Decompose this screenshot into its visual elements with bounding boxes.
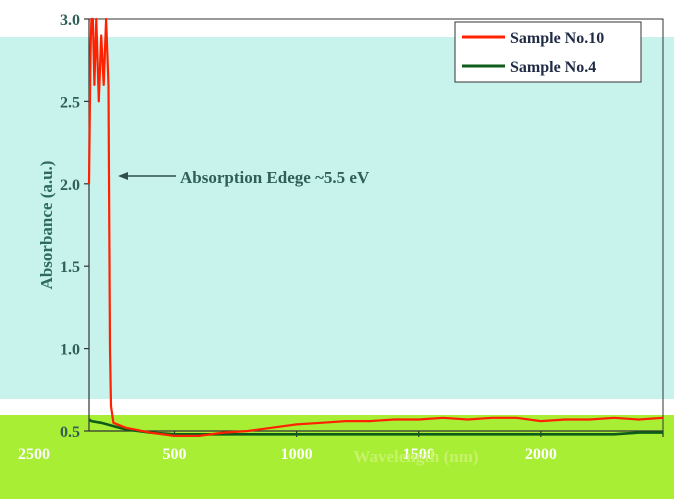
y-tick-label: 0.5 bbox=[60, 424, 80, 441]
y-tick-label: 3.0 bbox=[60, 12, 80, 29]
annotation-arrow bbox=[118, 172, 176, 180]
legend-box bbox=[454, 21, 642, 83]
legend: Sample No.10 Sample No.4 bbox=[454, 21, 642, 83]
x-axis-title: Wavelength (nm) bbox=[353, 447, 478, 466]
y-axis-title: Absorbance (a.u.) bbox=[37, 161, 56, 290]
x-tick-label: 2500 bbox=[18, 446, 50, 463]
legend-label-sample-10: Sample No.10 bbox=[510, 30, 604, 47]
annotation-label: Absorption Edege ~5.5 eV bbox=[180, 168, 370, 187]
series-line-sample-4 bbox=[88, 418, 663, 436]
x-tick-label: 500 bbox=[162, 446, 186, 463]
highlight-panel bbox=[0, 37, 674, 399]
y-tick-label: 2.5 bbox=[60, 94, 80, 111]
x-tick-label: 1500 bbox=[403, 446, 435, 463]
legend-label-sample-4: Sample No.4 bbox=[510, 59, 596, 76]
y-tick-label: 1.0 bbox=[60, 342, 80, 359]
y-tick-label: 2.0 bbox=[60, 177, 80, 194]
series-line-sample-10 bbox=[87, 17, 664, 437]
bottom-band bbox=[0, 415, 674, 499]
x-tick-label: 2000 bbox=[525, 446, 557, 463]
x-tick-label: 1000 bbox=[281, 446, 313, 463]
y-tick-label: 1.5 bbox=[60, 259, 80, 276]
